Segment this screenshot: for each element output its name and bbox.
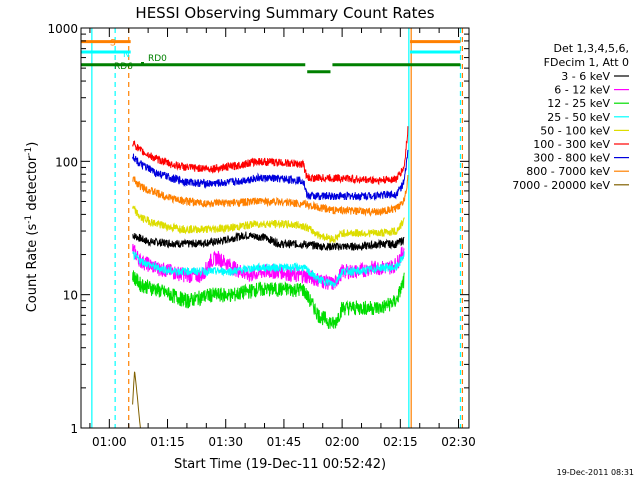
series-line-4: [132, 250, 405, 289]
x-tick-label: 02:15: [383, 435, 418, 449]
plot-frame: [80, 27, 470, 429]
flag-label-n: N: [123, 50, 130, 60]
y-tick-label: 100: [55, 155, 78, 169]
series-line-8: [132, 174, 409, 217]
y-tick-label: 10: [63, 289, 78, 303]
series-line-7: [132, 149, 409, 202]
y-axis-label: Count Rate (s-1 detector-1): [24, 142, 40, 313]
footer-date: 19-Dec-2011 08:31: [557, 468, 634, 477]
legend-entry-label: 800 - 7000 keV: [526, 165, 610, 178]
y-tick-label: 1: [70, 422, 78, 436]
legend-header-line-1: Det 1,3,4,5,6,: [553, 42, 629, 55]
legend-entry-label: 3 - 6 keV: [561, 70, 610, 83]
y-tick-label: 1000: [47, 22, 78, 36]
series-line-6: [132, 126, 409, 186]
x-axis-label: Start Time (19-Dec-11 00:52:42): [174, 457, 386, 472]
flag-label-s: S: [110, 39, 116, 49]
x-tick-label: 01:15: [150, 435, 185, 449]
x-tick-label: 02:00: [325, 435, 360, 449]
y-axis-label-part: Count Rate (s: [25, 224, 40, 313]
flag-label-rd0: RD0: [148, 54, 167, 64]
x-tick-label: 02:30: [441, 435, 476, 449]
x-tick-label: 01:00: [92, 435, 127, 449]
series-line-5: [132, 205, 405, 244]
y-axis-label-part: detector: [25, 155, 40, 215]
flag-marker-rd0: [141, 62, 144, 65]
plot-area: SN RD6 RD0 1 10 100 1000 01:00 01:15 01:30 01:45 02…: [47, 22, 475, 449]
series-line-9: [132, 371, 141, 429]
flag-label-rd6: RD6: [114, 62, 133, 72]
legend-entry-label: 6 - 12 keV: [554, 84, 610, 97]
series-line-1: [132, 231, 405, 252]
chart-title: HESSI Observing Summary Count Rates: [135, 4, 434, 22]
x-tick-label: 01:30: [208, 435, 243, 449]
legend-entry-label: 12 - 25 keV: [547, 97, 610, 110]
legend-entry-label: 7000 - 20000 keV: [512, 179, 610, 192]
y-axis-label-part: ): [25, 142, 40, 147]
legend-header-line-2: FDecim 1, Att 0: [544, 56, 629, 69]
x-tick-label: 01:45: [267, 435, 302, 449]
legend-entry-label: 300 - 800 keV: [533, 152, 610, 165]
y-axis-label-sup: -1: [24, 147, 34, 156]
legend-entry-label: 50 - 100 keV: [540, 124, 610, 137]
legend-entry-label: 25 - 50 keV: [547, 111, 610, 124]
legend-entry-label: 100 - 300 keV: [533, 138, 610, 151]
legend: Det 1,3,4,5,6, FDecim 1, Att 0 3 - 6 keV…: [512, 42, 629, 192]
y-axis-label-sup: -1: [24, 215, 34, 224]
series-line-3: [132, 270, 405, 329]
